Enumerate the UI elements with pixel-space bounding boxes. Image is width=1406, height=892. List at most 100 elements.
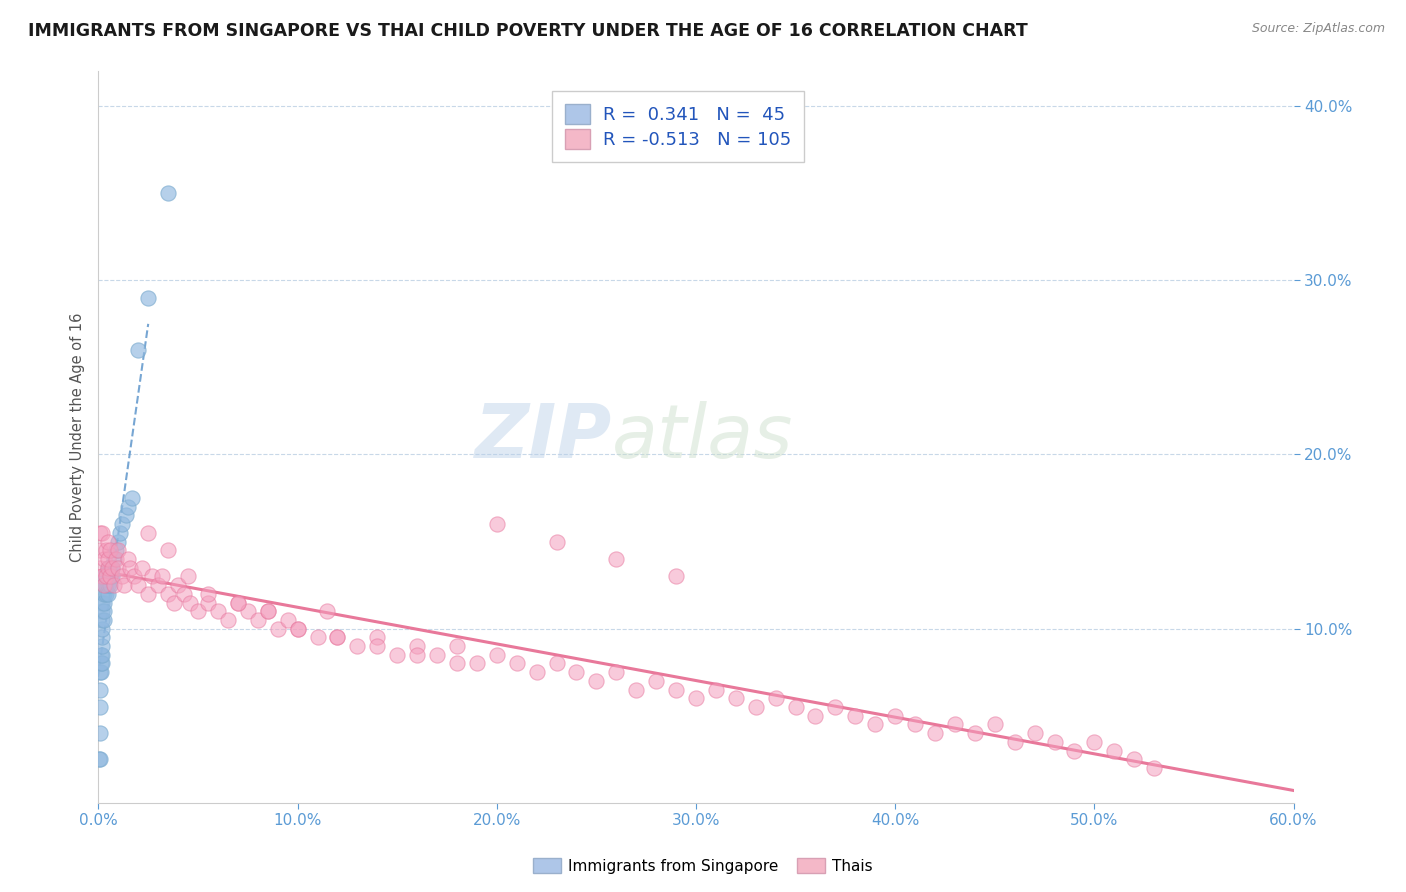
Point bbox=[1004, 735, 1026, 749]
Point bbox=[150, 569, 173, 583]
Point bbox=[346, 639, 368, 653]
Point bbox=[366, 639, 388, 653]
Point bbox=[163, 595, 186, 609]
Point bbox=[105, 552, 128, 566]
Point bbox=[103, 578, 125, 592]
Text: Source: ZipAtlas.com: Source: ZipAtlas.com bbox=[1251, 22, 1385, 36]
Point bbox=[197, 587, 219, 601]
Point bbox=[90, 665, 112, 680]
Point bbox=[485, 648, 508, 662]
Point bbox=[546, 534, 568, 549]
Point bbox=[91, 595, 114, 609]
Point bbox=[485, 517, 508, 532]
Point bbox=[89, 752, 111, 766]
Point bbox=[91, 613, 114, 627]
Point bbox=[98, 569, 122, 583]
Point bbox=[91, 631, 114, 645]
Point bbox=[366, 631, 388, 645]
Point bbox=[963, 726, 986, 740]
Point bbox=[97, 534, 120, 549]
Point bbox=[724, 691, 747, 706]
Point bbox=[89, 682, 111, 697]
Point bbox=[93, 613, 115, 627]
Point bbox=[97, 587, 120, 601]
Point bbox=[120, 560, 142, 574]
Point bbox=[107, 560, 129, 574]
Point bbox=[103, 552, 125, 566]
Point bbox=[89, 543, 111, 558]
Point bbox=[1123, 752, 1146, 766]
Point bbox=[112, 578, 135, 592]
Text: ZIP: ZIP bbox=[475, 401, 613, 474]
Point bbox=[89, 752, 111, 766]
Point bbox=[506, 657, 529, 671]
Point bbox=[785, 700, 807, 714]
Point bbox=[121, 491, 143, 505]
Point bbox=[91, 622, 114, 636]
Point bbox=[1024, 726, 1046, 740]
Point bbox=[173, 587, 195, 601]
Point bbox=[124, 569, 146, 583]
Point bbox=[326, 631, 349, 645]
Point bbox=[406, 639, 429, 653]
Point bbox=[1104, 743, 1126, 757]
Point bbox=[226, 595, 249, 609]
Point bbox=[107, 543, 129, 558]
Point bbox=[246, 613, 269, 627]
Legend: R =  0.341   N =  45, R = -0.513   N = 105: R = 0.341 N = 45, R = -0.513 N = 105 bbox=[553, 91, 804, 161]
Point bbox=[256, 604, 278, 618]
Point bbox=[585, 673, 607, 688]
Point bbox=[256, 604, 278, 618]
Point bbox=[626, 682, 648, 697]
Point bbox=[101, 560, 124, 574]
Point bbox=[605, 665, 627, 680]
Point bbox=[177, 569, 200, 583]
Point bbox=[1043, 735, 1066, 749]
Point bbox=[326, 631, 349, 645]
Point bbox=[148, 578, 170, 592]
Point bbox=[97, 560, 120, 574]
Point bbox=[90, 657, 112, 671]
Point bbox=[93, 604, 115, 618]
Point bbox=[316, 604, 339, 618]
Point bbox=[97, 578, 120, 592]
Point bbox=[127, 343, 149, 357]
Point bbox=[226, 595, 249, 609]
Point bbox=[127, 578, 149, 592]
Point bbox=[157, 587, 180, 601]
Point bbox=[307, 631, 329, 645]
Point bbox=[97, 552, 120, 566]
Point bbox=[685, 691, 707, 706]
Point bbox=[765, 691, 787, 706]
Point bbox=[101, 569, 124, 583]
Point bbox=[865, 717, 887, 731]
Point bbox=[406, 648, 429, 662]
Point bbox=[179, 595, 201, 609]
Point bbox=[984, 717, 1007, 731]
Point bbox=[287, 622, 309, 636]
Point bbox=[115, 508, 138, 523]
Point bbox=[96, 587, 118, 601]
Point bbox=[111, 517, 134, 532]
Point bbox=[93, 569, 115, 583]
Point bbox=[93, 578, 115, 592]
Point bbox=[96, 578, 118, 592]
Point bbox=[105, 543, 128, 558]
Point bbox=[884, 708, 907, 723]
Y-axis label: Child Poverty Under the Age of 16: Child Poverty Under the Age of 16 bbox=[69, 312, 84, 562]
Point bbox=[546, 657, 568, 671]
Point bbox=[645, 673, 668, 688]
Point bbox=[98, 560, 122, 574]
Point bbox=[131, 560, 153, 574]
Point bbox=[1063, 743, 1085, 757]
Point bbox=[236, 604, 259, 618]
Point bbox=[287, 622, 309, 636]
Point bbox=[1143, 761, 1166, 775]
Point bbox=[385, 648, 409, 662]
Point bbox=[97, 569, 120, 583]
Text: IMMIGRANTS FROM SINGAPORE VS THAI CHILD POVERTY UNDER THE AGE OF 16 CORRELATION : IMMIGRANTS FROM SINGAPORE VS THAI CHILD … bbox=[28, 22, 1028, 40]
Point bbox=[91, 525, 114, 540]
Point bbox=[267, 622, 290, 636]
Point bbox=[96, 569, 118, 583]
Point bbox=[924, 726, 946, 740]
